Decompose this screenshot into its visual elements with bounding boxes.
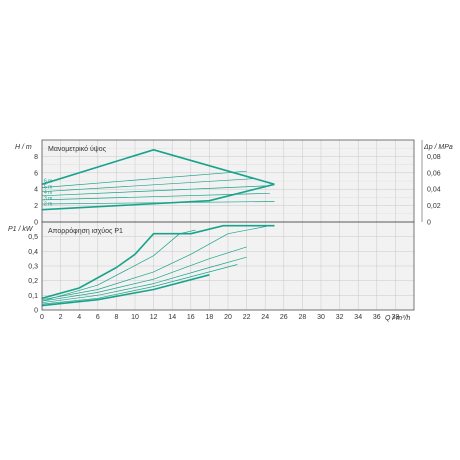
head-series-5 xyxy=(41,192,270,201)
power-series-0 xyxy=(41,224,275,300)
power-series-4 xyxy=(41,256,247,304)
x-tick-label: 18 xyxy=(206,314,214,321)
power-y-tick-label: 0,4 xyxy=(28,249,38,256)
pressure-y-tick-label: 0,02 xyxy=(427,203,441,210)
power-y-tick-label: 0,1 xyxy=(28,293,38,300)
x-tick-label: 6 xyxy=(96,314,100,321)
head-series-6 xyxy=(41,201,275,205)
x-tick-label: 24 xyxy=(261,314,269,321)
x-tick-label: 12 xyxy=(150,314,158,321)
head-series-3 xyxy=(41,178,256,193)
x-tick-label: 14 xyxy=(168,314,176,321)
power-y-tick-label: 0,3 xyxy=(28,264,38,271)
power-series-1 xyxy=(41,274,210,307)
head-curve-label: 6 m xyxy=(44,179,52,185)
power-series-5 xyxy=(41,264,238,305)
head-curve-label: 3 m xyxy=(44,196,52,202)
x-tick-label: 8 xyxy=(114,314,118,321)
head-series-0 xyxy=(41,149,275,186)
power-panel-frame xyxy=(41,221,415,311)
head-y-tick-label: 2 xyxy=(34,203,38,210)
power-y-tick-label: 0,5 xyxy=(28,234,38,241)
head-curve-labels: 6 m5 m4 m3 m2 m xyxy=(44,179,52,208)
x-tick-label: 38 xyxy=(392,314,400,321)
head-y-tick-label: 4 xyxy=(34,187,38,194)
head-y-axis-label: H / m xyxy=(15,144,32,151)
x-tick-label: 32 xyxy=(336,314,344,321)
pressure-y-tick-label: 0,06 xyxy=(427,170,441,177)
x-tick-label: 4 xyxy=(77,314,81,321)
pressure-y-tick-label: 0 xyxy=(427,220,431,227)
flow-x-axis-label: Q / m³/h xyxy=(385,315,410,322)
pressure-y-axis-label: Δp / MPa xyxy=(423,144,453,151)
power-chart-title: Απορρόφηση ισχύος P1 xyxy=(48,227,123,235)
head-curves xyxy=(41,149,275,211)
head-curve-label: 5 m xyxy=(44,184,52,190)
power-y-axis-label: P1 / kW xyxy=(8,226,34,233)
x-tick-label: 22 xyxy=(243,314,251,321)
power-series-6 xyxy=(41,229,196,302)
power-curves xyxy=(41,224,275,307)
pressure-y-tick-label: 0,08 xyxy=(427,154,441,161)
x-tick-label: 2 xyxy=(59,314,63,321)
x-tick-label: 16 xyxy=(187,314,195,321)
head-series-1 xyxy=(41,183,275,211)
x-tick-label: 34 xyxy=(354,314,362,321)
x-tick-label: 30 xyxy=(317,314,325,321)
head-curve-label: 2 m xyxy=(44,202,52,208)
head-series-4 xyxy=(41,185,266,197)
head-y-tick-label: 8 xyxy=(34,154,38,161)
power-series-3 xyxy=(41,246,247,302)
x-tick-label: 10 xyxy=(131,314,139,321)
x-tick-label: 0 xyxy=(40,314,44,321)
head-y-tick-label: 6 xyxy=(34,170,38,177)
power-y-tick-label: 0,2 xyxy=(28,278,38,285)
x-tick-label: 26 xyxy=(280,314,288,321)
head-curve-label: 4 m xyxy=(44,190,52,196)
axis-ticks: 0 2 4 6 8 10 12 14 16 18 20 22 24 26 28 30 32 34 36 380 02 0,… xyxy=(28,140,441,321)
power-y-tick-label: 0 xyxy=(34,308,38,315)
head-chart-title: Μανομετρικό ύψος xyxy=(48,145,107,153)
x-tick-label: 28 xyxy=(299,314,307,321)
x-tick-label: 20 xyxy=(224,314,232,321)
head-series-2 xyxy=(41,170,247,188)
x-tick-label: 36 xyxy=(373,314,381,321)
power-series-2 xyxy=(41,225,270,301)
pressure-y-tick-label: 0,04 xyxy=(427,187,441,194)
head-y-tick-label: 0 xyxy=(34,220,38,227)
power-grid xyxy=(41,222,414,311)
